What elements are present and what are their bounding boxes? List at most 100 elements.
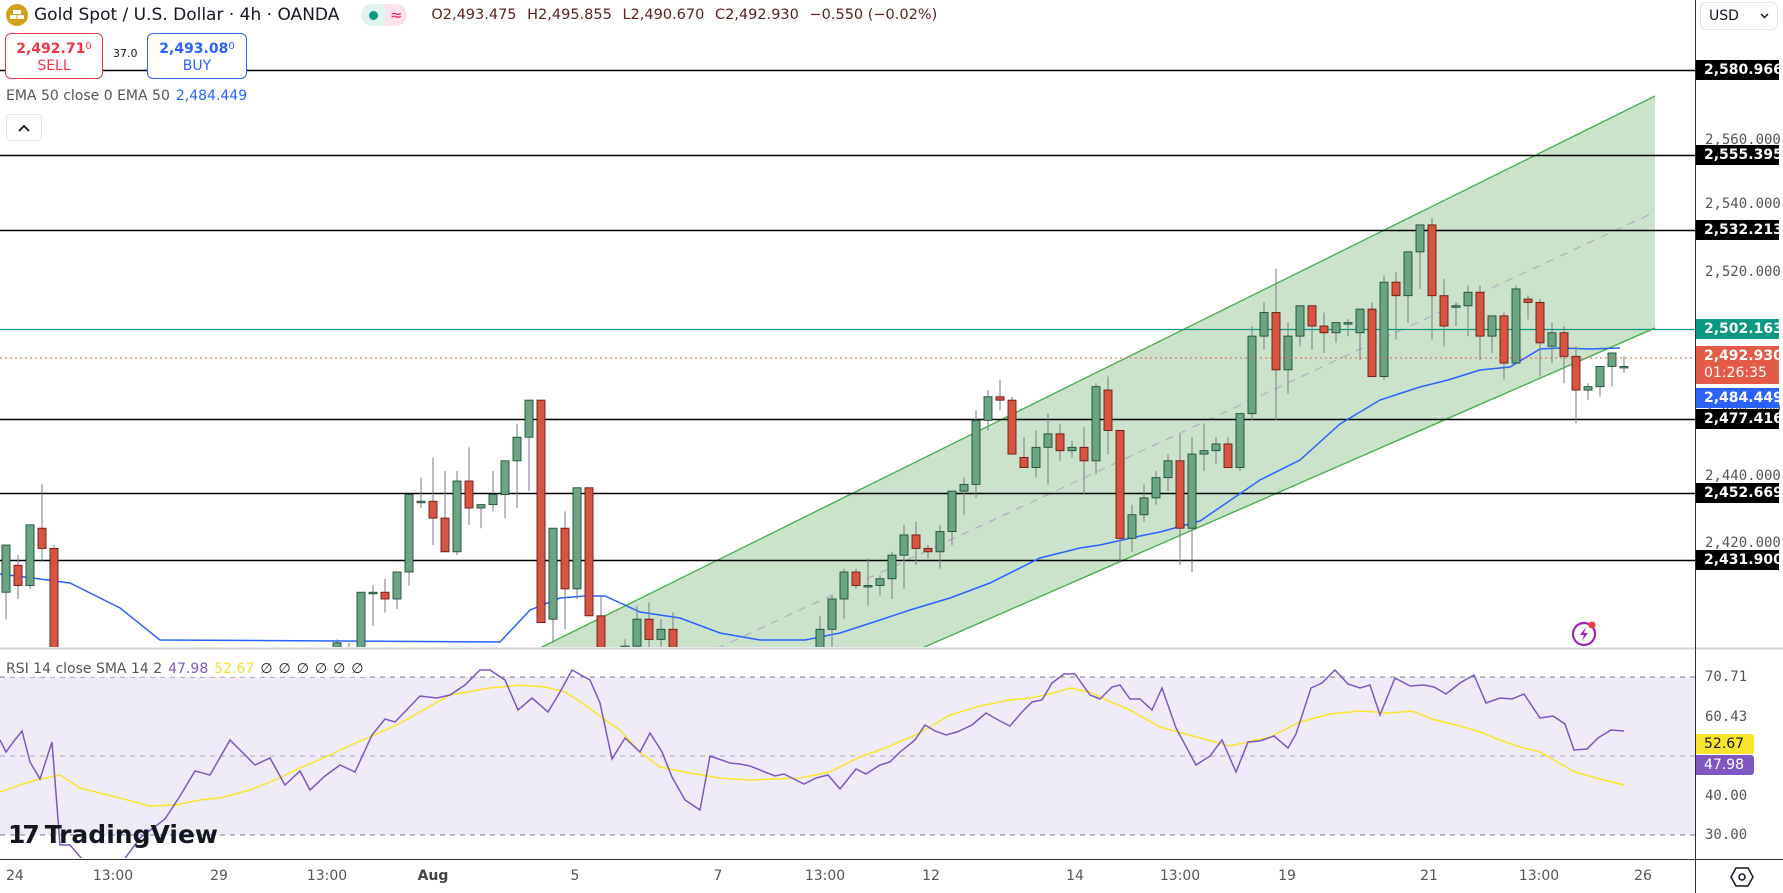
- level-price-tag: 2,431.900: [1696, 550, 1783, 570]
- candle: [1583, 383, 1593, 401]
- time-label: 13:00: [1159, 868, 1201, 884]
- candle: [1031, 430, 1041, 478]
- candle: [1151, 470, 1161, 505]
- gear-icon[interactable]: [1730, 866, 1754, 888]
- time-label: 13:00: [1518, 868, 1560, 884]
- candle: [416, 477, 426, 508]
- ema-price-tag: 2,484.449: [1696, 388, 1783, 408]
- candle: [1103, 376, 1113, 455]
- candle: [1391, 272, 1401, 340]
- candle: [1223, 437, 1233, 468]
- rsi-legend[interactable]: RSI 14 close SMA 14 2 47.98 52.67 ∅∅∅∅∅∅: [6, 661, 370, 677]
- ema-legend-label: EMA 50 close 0 EMA 50: [6, 88, 170, 104]
- buy-button[interactable]: 2,493.080 BUY: [147, 33, 247, 79]
- candle: [440, 470, 450, 553]
- candle: [839, 568, 849, 620]
- candle: [1295, 305, 1305, 347]
- rsi-tick-30: 30.00: [1705, 827, 1748, 843]
- change-value: −0.550 (−0.02%): [809, 7, 938, 23]
- rsi-tick-40: 40.00: [1705, 788, 1748, 804]
- sell-button[interactable]: 2,492.710 SELL: [5, 33, 103, 79]
- collapse-legend-button[interactable]: [6, 114, 42, 141]
- time-label: 21: [1420, 868, 1438, 884]
- candle: [911, 521, 921, 566]
- buy-label: BUY: [182, 57, 212, 74]
- candle: [1415, 224, 1425, 289]
- ohlc-values: O2,493.475 H2,495.855 L2,490.670 C2,492.…: [431, 7, 943, 23]
- chart-header: Gold Spot / U.S. Dollar · 4h · OANDA ≈ O…: [0, 0, 943, 30]
- candle: [875, 575, 885, 596]
- rsi-empty-values: ∅∅∅∅∅∅: [260, 661, 370, 677]
- candle: [596, 595, 606, 647]
- time-label: 26: [1634, 868, 1652, 884]
- candle: [512, 423, 522, 508]
- candle: [1523, 295, 1533, 320]
- candle: [380, 578, 390, 613]
- rsi-sma-tag: 52.67: [1696, 734, 1754, 754]
- currency-select[interactable]: USD: [1700, 2, 1778, 30]
- candle: [995, 379, 1005, 411]
- candle: [1427, 218, 1437, 340]
- tradingview-logo[interactable]: 17 TradingView: [8, 820, 218, 849]
- time-label: Aug: [417, 868, 449, 884]
- currency-value: USD: [1709, 8, 1739, 24]
- candle: [1247, 326, 1257, 421]
- candle: [959, 477, 969, 515]
- candle: [1163, 454, 1173, 492]
- rsi-legend-value: 47.98: [168, 661, 209, 677]
- current-price-tag: 2,492.930 01:26:35: [1696, 346, 1783, 384]
- candle: [1307, 305, 1317, 350]
- candle: [1511, 285, 1521, 364]
- candle: [25, 524, 35, 589]
- level-price-tag: 2,580.966: [1696, 60, 1783, 80]
- candle: [404, 494, 414, 586]
- time-label: 7: [713, 868, 723, 884]
- candle: [572, 487, 582, 599]
- candle: [1475, 285, 1485, 360]
- candle: [863, 558, 873, 606]
- candle: [1283, 322, 1293, 394]
- candle: [656, 619, 666, 647]
- lightning-icon[interactable]: [1570, 618, 1600, 648]
- candle: [500, 460, 510, 519]
- chevron-down-icon: [1760, 13, 1769, 19]
- candle: [1115, 430, 1125, 562]
- rsi-value-tag: 47.98: [1696, 755, 1754, 775]
- candle: [1067, 440, 1077, 458]
- channel-upper-line[interactable]: [540, 95, 1656, 648]
- candle: [1, 544, 11, 620]
- candle: [37, 484, 47, 562]
- channel-lower-line[interactable]: [540, 327, 1656, 815]
- candle: [1319, 312, 1329, 353]
- rsi-tick-60: 60.43: [1705, 709, 1748, 725]
- candle: [464, 447, 474, 525]
- candle: [1055, 423, 1065, 461]
- candle: [392, 571, 402, 610]
- countdown-timer: 01:26:35: [1704, 365, 1767, 381]
- candle: [971, 410, 981, 498]
- candle: [49, 545, 59, 647]
- sell-price: 2,492.71: [16, 40, 86, 57]
- candle: [947, 490, 957, 546]
- candle: [1019, 437, 1029, 468]
- candle: [348, 642, 350, 647]
- low-value: L2,490.670: [622, 7, 705, 23]
- candle: [536, 399, 546, 624]
- candle: [548, 527, 558, 643]
- candle: [887, 551, 897, 599]
- candle: [1079, 427, 1089, 495]
- candle: [983, 390, 993, 431]
- ema-50-line: [0, 347, 1621, 643]
- candle: [1571, 346, 1581, 424]
- ema-legend[interactable]: EMA 50 close 0 EMA 50 2,484.449: [6, 88, 247, 104]
- delayed-data-icon: ≈: [385, 4, 408, 26]
- candle: [668, 612, 678, 647]
- spread-value: 37.0: [113, 47, 138, 60]
- candle: [584, 487, 594, 617]
- horizontal-levels[interactable]: [0, 69, 1695, 562]
- candle: [1403, 251, 1413, 323]
- symbol-title[interactable]: Gold Spot / U.S. Dollar · 4h · OANDA: [34, 5, 340, 25]
- status-pill[interactable]: ≈: [361, 4, 408, 26]
- candle: [935, 524, 945, 569]
